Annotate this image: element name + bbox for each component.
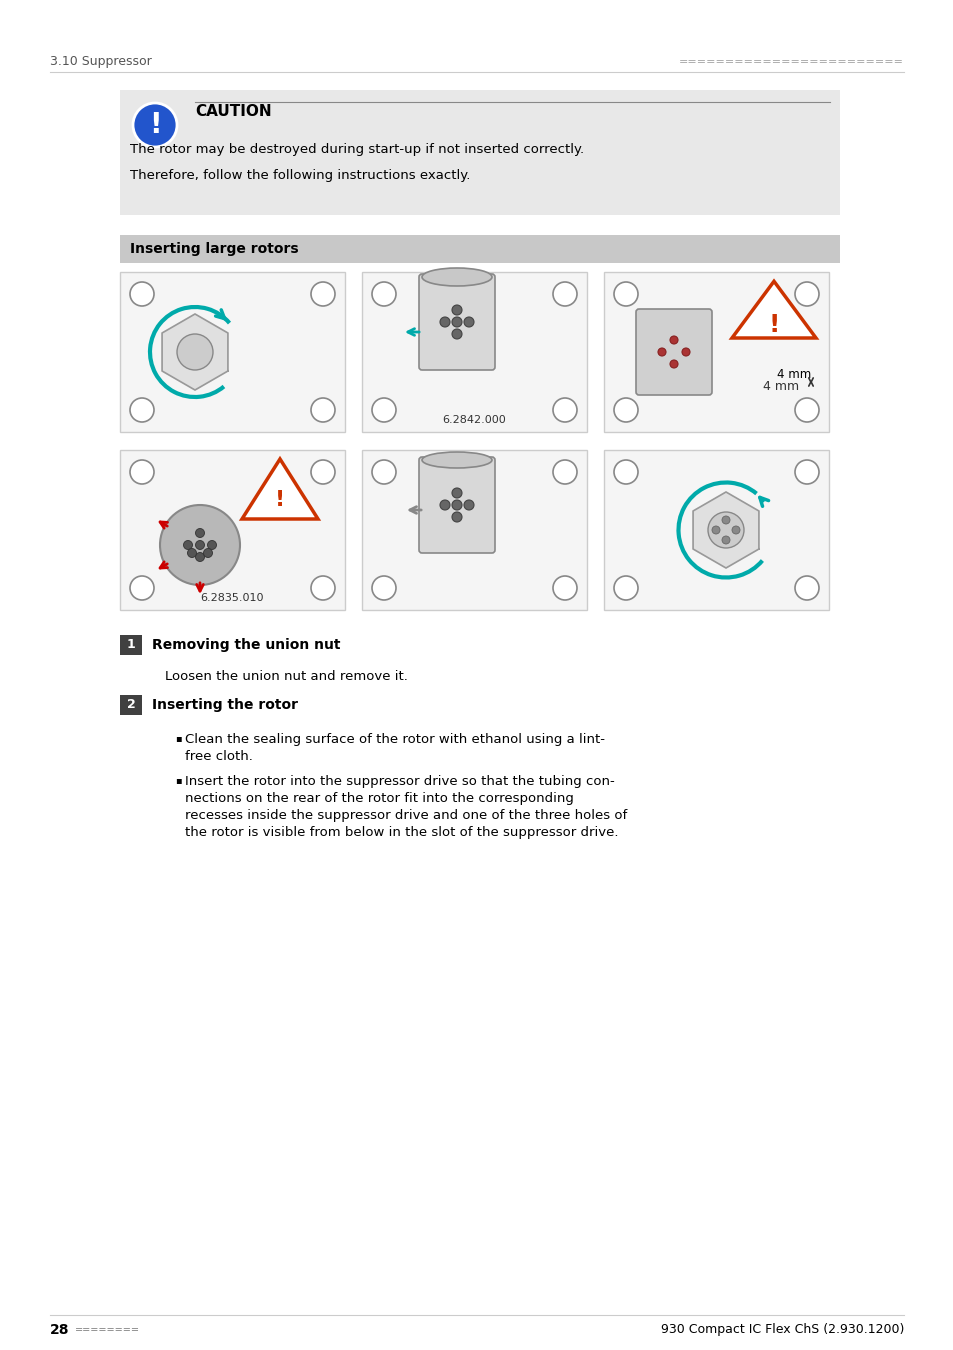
FancyBboxPatch shape: [636, 309, 711, 396]
Circle shape: [711, 526, 720, 535]
Text: 2: 2: [127, 698, 135, 711]
Circle shape: [614, 460, 638, 485]
Text: Insert the rotor into the suppressor drive so that the tubing con-
nections on t: Insert the rotor into the suppressor dri…: [185, 775, 626, 838]
Circle shape: [681, 348, 689, 356]
Circle shape: [731, 526, 740, 535]
Circle shape: [311, 282, 335, 306]
Text: The rotor may be destroyed during start-up if not inserted correctly.: The rotor may be destroyed during start-…: [130, 143, 583, 157]
Text: ▪: ▪: [174, 775, 181, 784]
Circle shape: [452, 487, 461, 498]
FancyBboxPatch shape: [120, 235, 840, 263]
FancyBboxPatch shape: [603, 450, 828, 610]
Circle shape: [794, 282, 818, 306]
Text: 930 Compact IC Flex ChS (2.930.1200): 930 Compact IC Flex ChS (2.930.1200): [659, 1323, 903, 1336]
Circle shape: [614, 282, 638, 306]
FancyBboxPatch shape: [418, 274, 495, 370]
Circle shape: [311, 398, 335, 423]
Circle shape: [452, 500, 461, 510]
Circle shape: [452, 329, 461, 339]
Circle shape: [669, 336, 678, 344]
Circle shape: [721, 516, 729, 524]
Circle shape: [463, 317, 474, 327]
FancyBboxPatch shape: [120, 271, 345, 432]
Circle shape: [658, 348, 665, 356]
Text: ▪: ▪: [174, 733, 181, 743]
Circle shape: [372, 398, 395, 423]
Circle shape: [130, 460, 153, 485]
Text: 4 mm: 4 mm: [762, 381, 799, 393]
Circle shape: [188, 548, 196, 558]
Circle shape: [195, 528, 204, 537]
Circle shape: [195, 552, 204, 562]
Text: 28: 28: [50, 1323, 70, 1336]
FancyBboxPatch shape: [120, 90, 840, 215]
Polygon shape: [162, 315, 228, 390]
Circle shape: [130, 576, 153, 599]
Text: 1: 1: [127, 639, 135, 652]
Circle shape: [614, 576, 638, 599]
Circle shape: [311, 460, 335, 485]
Polygon shape: [242, 459, 317, 518]
Ellipse shape: [421, 452, 492, 468]
Circle shape: [372, 282, 395, 306]
Text: Clean the sealing surface of the rotor with ethanol using a lint-
free cloth.: Clean the sealing surface of the rotor w…: [185, 733, 604, 763]
Polygon shape: [693, 491, 759, 568]
FancyBboxPatch shape: [603, 271, 828, 432]
FancyBboxPatch shape: [120, 450, 345, 610]
Circle shape: [669, 360, 678, 369]
Circle shape: [553, 398, 577, 423]
Text: 3.10 Suppressor: 3.10 Suppressor: [50, 55, 152, 69]
Text: !: !: [274, 490, 285, 510]
Text: Inserting the rotor: Inserting the rotor: [152, 698, 297, 711]
Circle shape: [452, 305, 461, 315]
Circle shape: [794, 460, 818, 485]
Text: 6.2835.010: 6.2835.010: [200, 593, 263, 603]
Circle shape: [311, 576, 335, 599]
Ellipse shape: [421, 269, 492, 286]
Circle shape: [463, 500, 474, 510]
FancyBboxPatch shape: [418, 458, 495, 554]
Circle shape: [177, 333, 213, 370]
Circle shape: [614, 398, 638, 423]
Polygon shape: [731, 281, 815, 338]
Circle shape: [721, 536, 729, 544]
FancyBboxPatch shape: [361, 271, 586, 432]
Circle shape: [130, 282, 153, 306]
Circle shape: [183, 540, 193, 549]
FancyBboxPatch shape: [120, 634, 142, 655]
Circle shape: [372, 460, 395, 485]
Text: ========================: ========================: [679, 57, 903, 68]
Circle shape: [553, 576, 577, 599]
Circle shape: [707, 512, 743, 548]
Circle shape: [553, 460, 577, 485]
Circle shape: [439, 317, 450, 327]
Circle shape: [203, 548, 213, 558]
Text: Removing the union nut: Removing the union nut: [152, 639, 340, 652]
Text: CAUTION: CAUTION: [194, 104, 272, 120]
Text: !: !: [767, 313, 779, 338]
Circle shape: [132, 103, 177, 147]
Circle shape: [130, 398, 153, 423]
Text: 4 mm: 4 mm: [776, 367, 810, 381]
Circle shape: [372, 576, 395, 599]
Text: Therefore, follow the following instructions exactly.: Therefore, follow the following instruct…: [130, 169, 470, 181]
Text: Loosen the union nut and remove it.: Loosen the union nut and remove it.: [165, 670, 408, 683]
Circle shape: [553, 282, 577, 306]
FancyBboxPatch shape: [361, 450, 586, 610]
FancyBboxPatch shape: [120, 695, 142, 716]
Text: Inserting large rotors: Inserting large rotors: [130, 242, 298, 256]
Circle shape: [452, 512, 461, 522]
Text: ========: ========: [75, 1324, 140, 1335]
Circle shape: [452, 317, 461, 327]
Circle shape: [208, 540, 216, 549]
Circle shape: [794, 576, 818, 599]
Text: !: !: [149, 111, 161, 139]
Circle shape: [794, 398, 818, 423]
Text: 6.2842.000: 6.2842.000: [441, 414, 505, 425]
Circle shape: [160, 505, 240, 585]
Circle shape: [439, 500, 450, 510]
Circle shape: [195, 540, 204, 549]
